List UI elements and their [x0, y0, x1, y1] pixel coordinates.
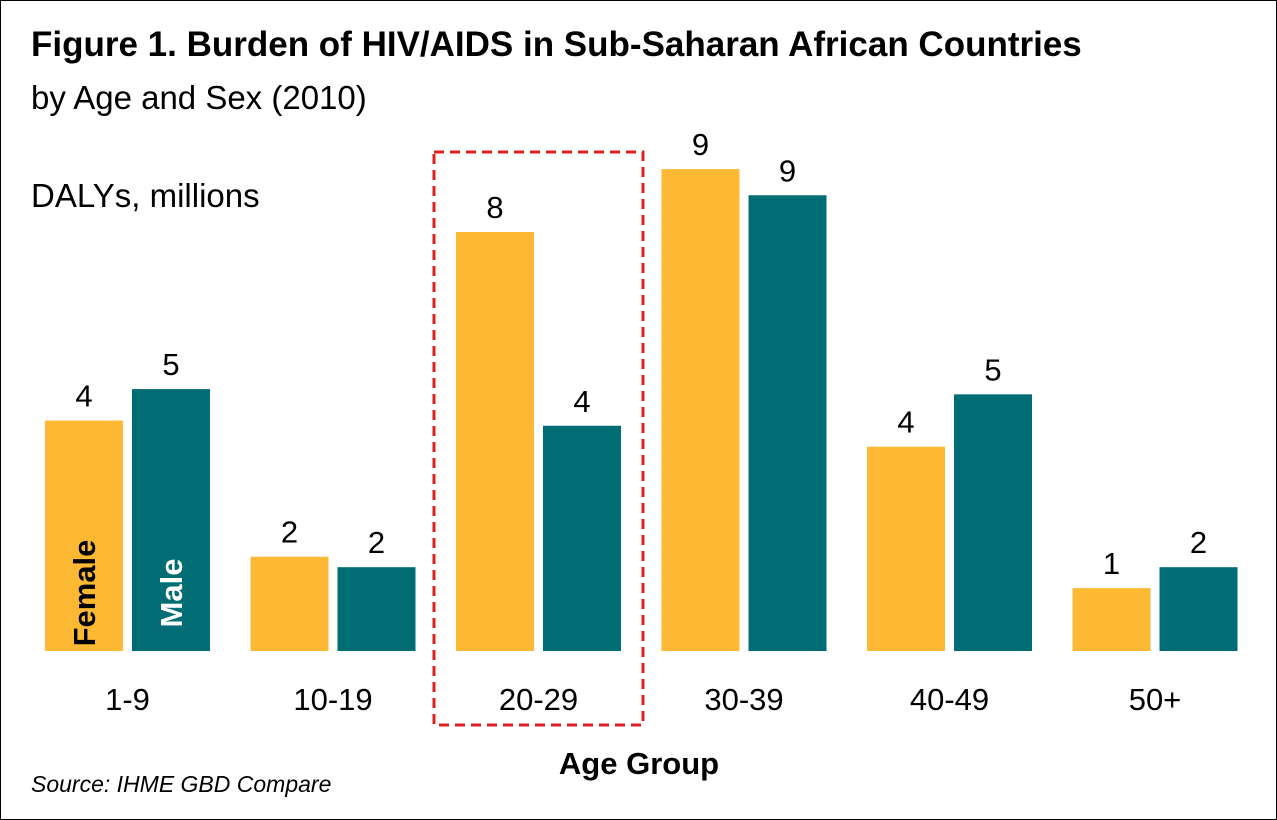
- bar-male-1-9: [132, 389, 210, 651]
- bar-male-40-49: [954, 394, 1032, 651]
- x-tick-label-1-9: 1-9: [105, 682, 150, 717]
- data-label-female-1-9: 4: [75, 379, 92, 414]
- y-axis-label: DALYs, millions: [31, 177, 260, 214]
- chart-title: Figure 1. Burden of HIV/AIDS in Sub-Saha…: [31, 25, 1082, 64]
- bar-male-30-39: [748, 195, 827, 652]
- data-label-male-40-49: 5: [984, 352, 1001, 387]
- x-tick-label-10-19: 10-19: [293, 682, 372, 717]
- bar-male-50+: [1159, 567, 1238, 651]
- bar-female-10-19: [250, 556, 329, 651]
- data-label-female-40-49: 4: [897, 405, 914, 440]
- data-label-male-30-39: 9: [779, 153, 796, 188]
- data-label-male-20-29: 4: [573, 384, 590, 419]
- x-axis-title: Age Group: [559, 746, 719, 781]
- source-note: Source: IHME GBD Compare: [31, 771, 332, 797]
- bar-male-10-19: [337, 567, 416, 651]
- x-tick-label-50+: 50+: [1129, 682, 1182, 717]
- x-tick-label-20-29: 20-29: [499, 682, 578, 717]
- chart-subtitle: by Age and Sex (2010): [31, 79, 367, 116]
- bar-female-50+: [1072, 588, 1151, 651]
- data-label-female-20-29: 8: [486, 190, 503, 225]
- legend-label-female: Female: [67, 540, 102, 647]
- data-label-male-10-19: 2: [368, 525, 385, 560]
- data-label-female-50+: 1: [1103, 546, 1120, 581]
- data-label-male-50+: 2: [1190, 525, 1207, 560]
- x-tick-label-30-39: 30-39: [704, 682, 783, 717]
- bar-male-20-29: [543, 425, 621, 651]
- legend-label-male: Male: [154, 559, 189, 628]
- bar-female-30-39: [661, 169, 740, 651]
- bar-female-1-9: [45, 420, 123, 651]
- data-label-male-1-9: 5: [162, 347, 179, 382]
- highlight-box-20-29: [432, 150, 645, 727]
- data-label-female-10-19: 2: [281, 515, 298, 550]
- bar-female-40-49: [867, 446, 945, 651]
- bar-female-20-29: [456, 231, 534, 651]
- data-label-female-30-39: 9: [692, 127, 709, 162]
- x-tick-label-40-49: 40-49: [910, 682, 989, 717]
